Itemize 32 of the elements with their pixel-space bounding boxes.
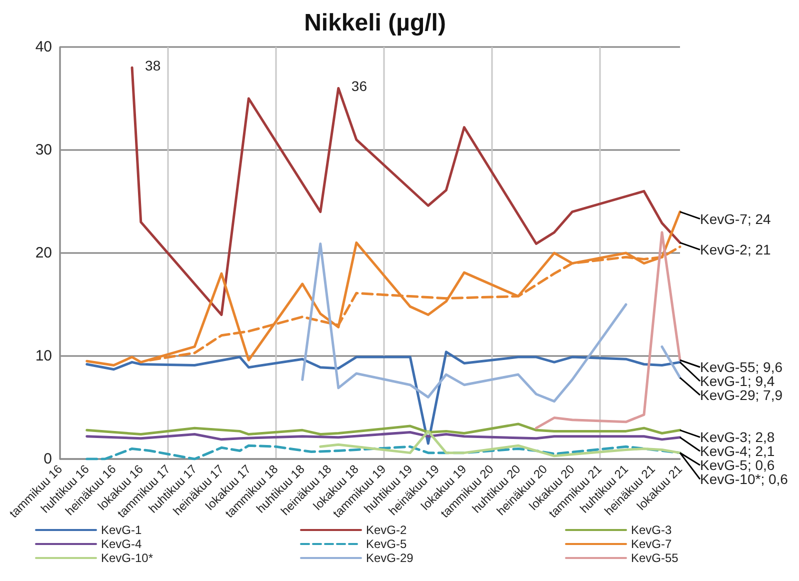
y-tick-label: 20: [35, 244, 52, 262]
line-series: [86, 430, 682, 441]
data-label: KevG-2; 21: [700, 242, 772, 258]
y-tick-label: 0: [44, 450, 52, 468]
data-label: KevG-55; 9,6: [700, 359, 783, 376]
data-label: KevG-10*; 0,6: [700, 471, 788, 488]
data-label: KevG-1; 9,4: [700, 373, 775, 390]
y-tick-label: 10: [35, 348, 52, 364]
data-label: KevG-4; 2,1: [700, 443, 775, 460]
data-label: KevG-3; 2,8: [700, 429, 775, 446]
data-label: KevG-29; 7,9: [700, 387, 783, 404]
y-tick-label: 40: [35, 38, 52, 56]
data-label: 36: [351, 78, 368, 94]
legend-label: KevG-7: [631, 537, 672, 551]
line-series: [86, 350, 682, 445]
line-series: [86, 210, 682, 367]
chart-title: Nikkeli (µg/l): [304, 10, 446, 36]
legend-label: KevG-1: [101, 523, 142, 537]
legend-label: KevG-10*: [101, 551, 154, 565]
legend-label: KevG-5: [366, 537, 408, 551]
line-series: [86, 422, 682, 436]
line-series: [534, 231, 682, 430]
legend-label: KevG-2: [366, 523, 408, 537]
legend-label: KevG-29: [366, 551, 414, 565]
legend-label: KevG-3: [631, 523, 672, 537]
legend-label: KevG-55: [631, 551, 679, 565]
data-label: KevG-5; 0,6: [700, 457, 775, 474]
y-tick-label: 30: [35, 142, 52, 158]
legend-label: KevG-4: [101, 537, 142, 551]
data-label: KevG-7; 24: [700, 210, 772, 227]
data-label: 38: [145, 58, 161, 74]
line-series: [319, 430, 682, 458]
